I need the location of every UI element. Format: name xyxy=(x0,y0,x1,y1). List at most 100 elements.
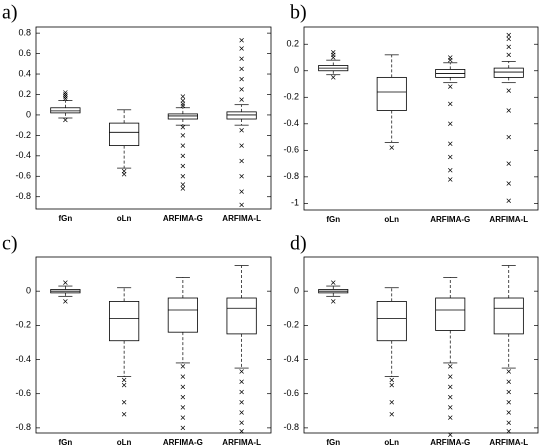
y-tick-label: -1 xyxy=(291,198,299,208)
outlier xyxy=(448,101,453,107)
plot-frame xyxy=(303,26,539,211)
x-tick-label: oLn xyxy=(384,438,399,447)
y-tick-label: -0.8 xyxy=(283,422,299,432)
panel-label: c) xyxy=(2,233,18,255)
outlier xyxy=(448,432,453,437)
outlier xyxy=(180,374,186,379)
outlier xyxy=(239,128,244,133)
outlier xyxy=(448,177,453,182)
outlier xyxy=(63,94,68,99)
y-tick-label: -0.2 xyxy=(283,320,299,330)
outlier xyxy=(239,66,244,72)
outlier xyxy=(180,163,186,169)
outlier xyxy=(180,153,186,159)
outlier xyxy=(506,420,511,425)
outlier xyxy=(180,384,186,390)
outlier xyxy=(331,49,336,55)
outlier xyxy=(506,108,511,113)
box xyxy=(50,107,81,114)
y-tick-label: -0.6 xyxy=(283,388,299,398)
outlier xyxy=(121,377,127,383)
outlier xyxy=(506,198,511,203)
outlier xyxy=(506,410,511,415)
x-tick-label: fGn xyxy=(326,215,340,224)
panel-label: d) xyxy=(290,233,307,255)
outlier xyxy=(180,103,186,108)
outlier xyxy=(331,280,336,285)
outlier xyxy=(239,76,244,82)
y-tick-label: -0.2 xyxy=(15,320,31,330)
outlier xyxy=(448,121,453,127)
outlier xyxy=(239,399,244,405)
outlier xyxy=(121,382,127,388)
outlier xyxy=(506,134,511,140)
outlier xyxy=(448,167,453,173)
y-tick-label: -0.4 xyxy=(15,354,31,364)
y-tick-label: -0.6 xyxy=(15,388,31,398)
outlier xyxy=(180,186,186,191)
y-tick-label: -0.8 xyxy=(283,171,299,181)
y-tick-label: -0.6 xyxy=(283,145,299,155)
outlier xyxy=(180,425,186,431)
panel-label: a) xyxy=(2,2,18,24)
outlier xyxy=(506,44,511,50)
outlier xyxy=(448,405,453,410)
panel-label: b) xyxy=(290,2,307,24)
y-tick-label: 0 xyxy=(26,109,31,119)
outlier xyxy=(239,379,244,384)
y-tick-label: 0.6 xyxy=(18,48,31,58)
outlier xyxy=(239,410,244,415)
outlier xyxy=(239,143,244,148)
outlier xyxy=(239,97,244,102)
outlier xyxy=(389,411,394,417)
outlier xyxy=(239,369,244,374)
y-tick-label: 0.2 xyxy=(18,89,31,99)
box xyxy=(493,297,524,335)
outlier xyxy=(506,389,511,395)
y-tick-label: -0.6 xyxy=(15,171,31,181)
outlier xyxy=(63,280,68,285)
y-tick-label: -0.8 xyxy=(15,422,31,432)
outlier xyxy=(506,429,511,434)
outlier xyxy=(180,182,186,187)
outlier xyxy=(331,299,336,304)
outlier xyxy=(239,202,244,208)
outlier xyxy=(448,154,453,160)
x-tick-label: ARFIMA-G xyxy=(163,214,203,223)
outlier xyxy=(389,377,394,383)
x-tick-label: oLn xyxy=(384,215,399,224)
outlier xyxy=(121,411,127,417)
outlier xyxy=(239,389,244,395)
outlier xyxy=(239,158,244,164)
outlier xyxy=(180,98,186,103)
outlier xyxy=(63,299,68,304)
outlier xyxy=(506,399,511,405)
outlier xyxy=(331,75,336,80)
outlier xyxy=(448,84,453,89)
outlier xyxy=(180,394,186,400)
outlier xyxy=(239,87,244,92)
outlier xyxy=(180,415,186,420)
outlier xyxy=(389,145,394,150)
outlier xyxy=(506,379,511,384)
x-tick-label: fGn xyxy=(326,438,340,447)
x-tick-label: ARFIMA-G xyxy=(430,215,470,224)
x-tick-label: fGn xyxy=(58,438,72,447)
outlier xyxy=(506,181,511,186)
y-tick-label: -0.2 xyxy=(15,130,31,140)
y-tick-label: -0.4 xyxy=(15,150,31,160)
x-tick-label: ARFIMA-L xyxy=(222,214,261,223)
y-tick-label: 0 xyxy=(294,286,299,296)
outlier xyxy=(448,374,453,379)
y-tick-label: 0.2 xyxy=(286,39,299,49)
box xyxy=(109,301,140,342)
outlier xyxy=(448,141,453,146)
outlier xyxy=(448,384,453,390)
outlier xyxy=(180,124,186,130)
outlier xyxy=(448,364,453,369)
outlier xyxy=(180,94,186,99)
plot-frame xyxy=(35,26,272,210)
outlier xyxy=(448,394,453,400)
box xyxy=(226,297,257,335)
